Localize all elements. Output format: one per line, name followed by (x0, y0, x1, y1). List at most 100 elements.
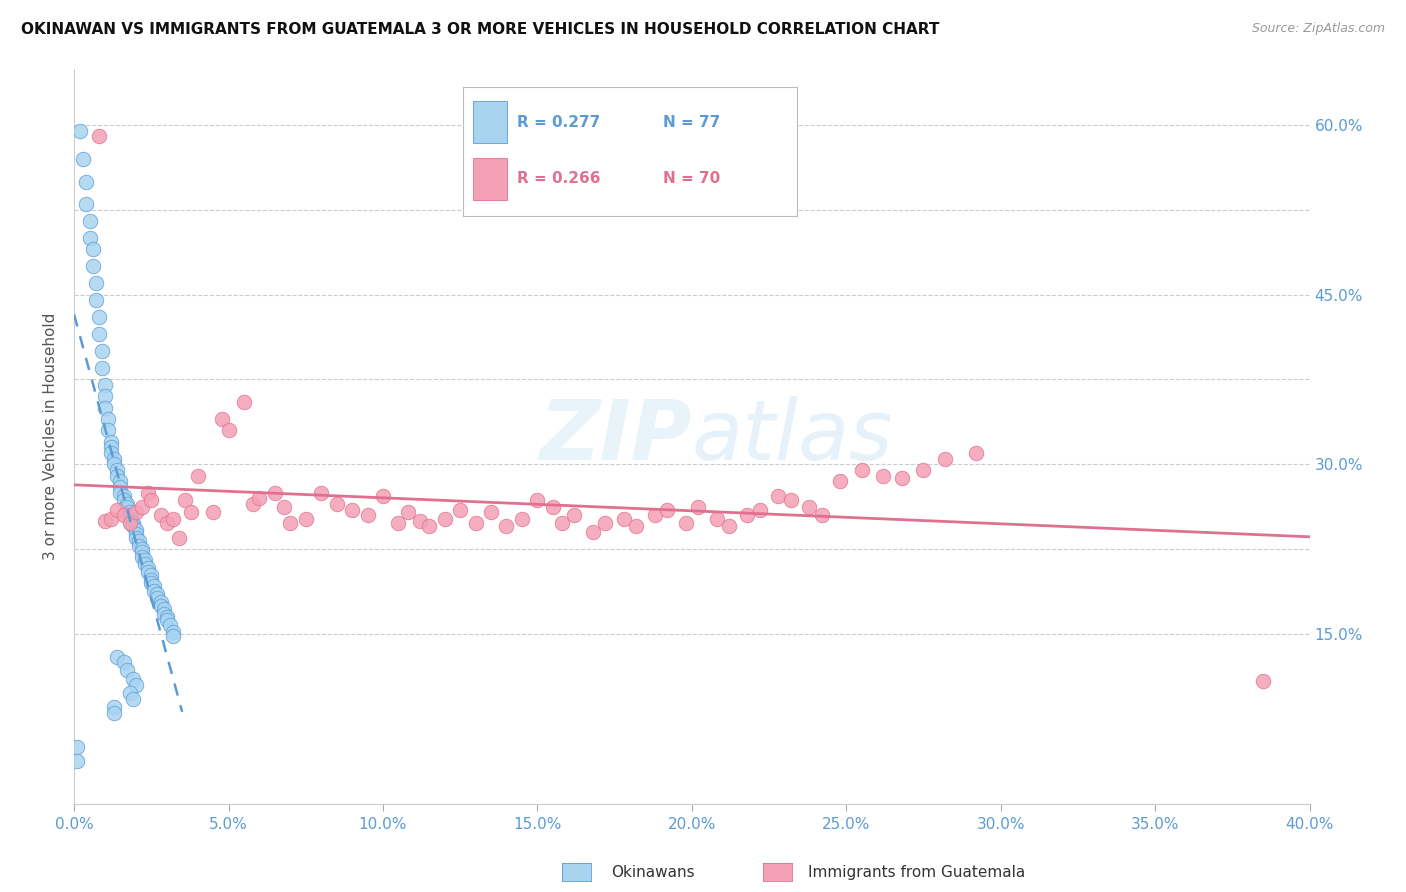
Point (125, 527, 148, 541)
Point (105, 649, 128, 664)
Point (118, 686, 141, 700)
Point (149, 599, 172, 613)
Point (82, 243, 104, 257)
Point (87, 327, 110, 342)
Point (94, 389, 117, 403)
Point (103, 457, 125, 471)
Point (100, 440, 122, 454)
Point (1251, 674, 1274, 689)
Point (131, 545, 153, 559)
Text: ZIP: ZIP (538, 395, 692, 476)
Point (100, 446, 122, 460)
Point (934, 451, 956, 466)
Point (105, 502, 128, 516)
Point (242, 497, 264, 511)
Point (143, 579, 166, 593)
Point (890, 471, 912, 485)
Text: Okinawans: Okinawans (612, 865, 695, 880)
Point (152, 607, 174, 621)
Point (449, 502, 471, 516)
Point (121, 516, 143, 530)
Point (141, 576, 163, 591)
Point (121, 519, 143, 533)
Text: Source: ZipAtlas.com: Source: ZipAtlas.com (1251, 22, 1385, 36)
Point (97, 423, 120, 437)
Point (115, 497, 138, 511)
Point (90, 344, 112, 359)
Point (146, 587, 169, 601)
Point (218, 423, 240, 437)
Point (768, 489, 790, 503)
Point (624, 519, 647, 533)
Point (278, 516, 301, 530)
Point (675, 516, 697, 530)
Point (706, 511, 728, 525)
Point (433, 511, 456, 525)
Point (75, 175, 97, 189)
Point (72, 152, 94, 166)
Point (162, 624, 184, 639)
Point (180, 505, 202, 519)
Text: Immigrants from Guatemala: Immigrants from Guatemala (808, 865, 1026, 880)
Point (799, 500, 821, 515)
Point (309, 485, 332, 500)
Point (66, 754, 89, 768)
Point (387, 516, 409, 530)
Point (149, 595, 172, 609)
Point (128, 539, 150, 553)
Point (779, 493, 801, 508)
Point (141, 493, 163, 508)
Point (79, 214, 101, 228)
Point (125, 531, 148, 545)
Point (136, 565, 159, 579)
Point (105, 463, 128, 477)
Point (82, 260, 104, 274)
Y-axis label: 3 or more Vehicles in Household: 3 or more Vehicles in Household (44, 312, 58, 559)
Point (125, 505, 148, 519)
Point (356, 508, 378, 523)
Point (644, 508, 666, 523)
Point (464, 516, 486, 530)
Point (115, 663, 138, 677)
Point (118, 516, 141, 530)
Point (371, 489, 394, 503)
Point (156, 516, 179, 530)
Point (717, 519, 740, 533)
Point (131, 500, 153, 515)
Point (94, 378, 117, 392)
Point (110, 480, 132, 494)
Point (121, 692, 143, 706)
Point (75, 197, 97, 211)
Point (112, 493, 135, 508)
Point (495, 519, 517, 533)
Point (100, 511, 122, 525)
Point (409, 514, 432, 528)
Point (100, 434, 122, 449)
Point (112, 489, 135, 503)
Point (202, 505, 225, 519)
Point (159, 618, 181, 632)
Point (247, 491, 270, 506)
Point (84, 293, 107, 308)
Point (121, 672, 143, 686)
Point (564, 508, 586, 523)
Point (69, 124, 91, 138)
Point (582, 525, 605, 540)
Point (134, 557, 156, 571)
Point (94, 514, 117, 528)
Point (273, 500, 295, 515)
Point (418, 519, 440, 533)
Point (526, 493, 548, 508)
Point (655, 502, 678, 516)
Point (136, 485, 159, 500)
Point (103, 700, 125, 714)
Point (103, 706, 125, 720)
Point (87, 129, 110, 144)
Point (233, 395, 256, 409)
Point (156, 610, 179, 624)
Point (105, 468, 128, 483)
Point (125, 523, 148, 537)
Point (340, 502, 363, 516)
Point (965, 446, 987, 460)
Point (141, 573, 163, 587)
